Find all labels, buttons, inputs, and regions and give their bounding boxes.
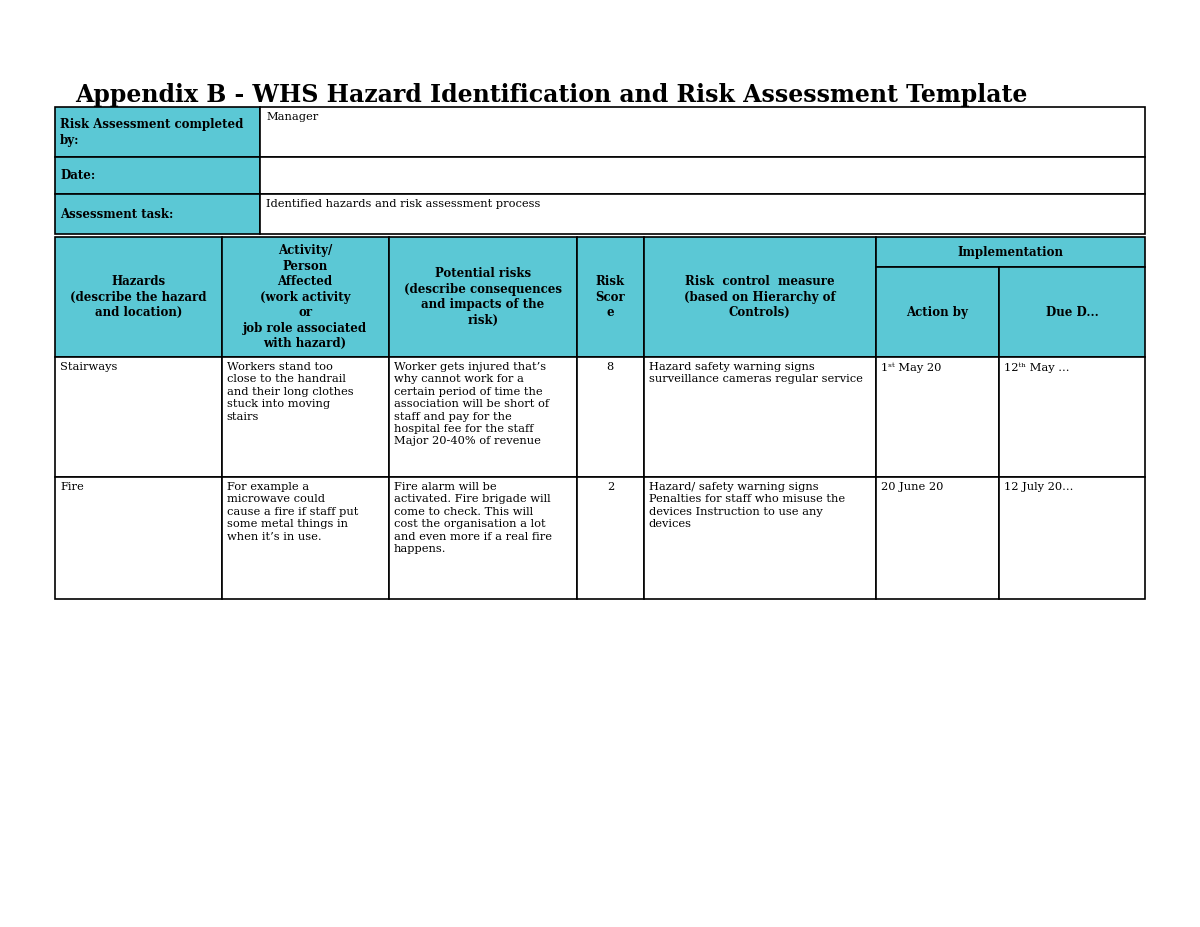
Text: Hazard/ safety warning signs
Penalties for staff who misuse the
devices Instruct: Hazard/ safety warning signs Penalties f… — [649, 482, 845, 529]
Bar — [55, 477, 222, 599]
Text: Fire: Fire — [60, 482, 84, 492]
Text: Fire alarm will be
activated. Fire brigade will
come to check. This will
cost th: Fire alarm will be activated. Fire briga… — [394, 482, 552, 554]
Bar — [260, 107, 1145, 157]
Bar — [876, 267, 998, 357]
Bar — [222, 357, 389, 477]
Bar — [389, 477, 577, 599]
Text: Appendix B - WHS Hazard Identification and Risk Assessment Template: Appendix B - WHS Hazard Identification a… — [74, 83, 1027, 107]
Bar — [876, 357, 998, 477]
Text: Due D...: Due D... — [1045, 306, 1098, 319]
Text: 12 July 20...: 12 July 20... — [1004, 482, 1073, 492]
Bar — [876, 477, 998, 599]
Text: Hazard safety warning signs
surveillance cameras regular service: Hazard safety warning signs surveillance… — [649, 362, 863, 385]
Text: Implementation: Implementation — [958, 246, 1063, 259]
Bar — [577, 477, 643, 599]
Bar — [55, 157, 260, 194]
Bar — [577, 357, 643, 477]
Text: Date:: Date: — [60, 169, 95, 182]
Text: 8: 8 — [607, 362, 614, 372]
Text: Stairways: Stairways — [60, 362, 118, 372]
Text: Risk
Scor
e: Risk Scor e — [595, 275, 625, 319]
Bar — [998, 267, 1145, 357]
Bar — [577, 237, 643, 357]
Text: Manager: Manager — [266, 112, 318, 122]
Bar — [998, 477, 1145, 599]
Bar — [55, 357, 222, 477]
Text: Hazards
(describe the hazard
and location): Hazards (describe the hazard and locatio… — [70, 275, 206, 319]
Bar — [222, 237, 389, 357]
Bar — [643, 237, 876, 357]
Text: 20 June 20: 20 June 20 — [881, 482, 943, 492]
Text: Action by: Action by — [906, 306, 968, 319]
Text: Risk  control  measure
(based on Hierarchy of
Controls): Risk control measure (based on Hierarchy… — [684, 275, 835, 319]
Bar — [643, 357, 876, 477]
Bar — [260, 157, 1145, 194]
Bar — [55, 194, 260, 234]
Bar — [389, 357, 577, 477]
Bar — [643, 477, 876, 599]
Bar — [55, 237, 222, 357]
Text: Activity/
Person
Affected
(work activity
or
job role associated
with hazard): Activity/ Person Affected (work activity… — [244, 244, 367, 350]
Text: Potential risks
(describe consequences
and impacts of the
risk): Potential risks (describe consequences a… — [404, 267, 562, 326]
Text: 1ˢᵗ May 20: 1ˢᵗ May 20 — [881, 362, 941, 373]
Text: 12ᵗʰ May ...: 12ᵗʰ May ... — [1004, 362, 1069, 373]
Text: For example a
microwave could
cause a fire if staff put
some metal things in
whe: For example a microwave could cause a fi… — [227, 482, 358, 541]
Bar — [260, 194, 1145, 234]
Bar — [389, 237, 577, 357]
Text: Worker gets injured that’s
why cannot work for a
certain period of time the
asso: Worker gets injured that’s why cannot wo… — [394, 362, 548, 447]
Bar — [222, 477, 389, 599]
Bar — [876, 237, 1145, 267]
Text: Risk Assessment completed
by:: Risk Assessment completed by: — [60, 118, 244, 146]
Text: Identified hazards and risk assessment process: Identified hazards and risk assessment p… — [266, 199, 540, 209]
Text: Assessment task:: Assessment task: — [60, 208, 173, 221]
Text: 2: 2 — [607, 482, 614, 492]
Text: Workers stand too
close to the handrail
and their long clothes
stuck into moving: Workers stand too close to the handrail … — [227, 362, 353, 422]
Bar — [55, 107, 260, 157]
Bar — [998, 357, 1145, 477]
